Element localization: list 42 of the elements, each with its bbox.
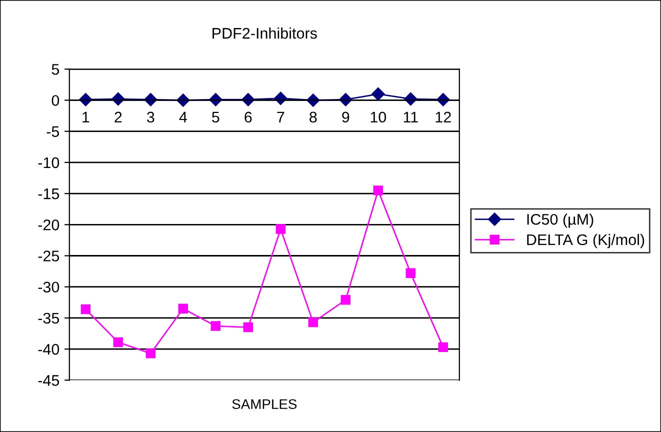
x-tick-label: 7 [277, 112, 284, 122]
y-tick-label: -15 [38, 188, 60, 200]
point [438, 342, 448, 352]
x-tick-label: 3 [146, 112, 154, 123]
x-tick-label: 4 [179, 112, 187, 122]
point [243, 322, 254, 332]
x-tick-label: 1 [82, 112, 90, 122]
x-tick-label: 9 [342, 112, 350, 123]
point [113, 337, 124, 348]
x-tick-label: 6 [244, 112, 252, 123]
y-tick-label: 5 [52, 64, 60, 75]
point [340, 295, 351, 305]
point [112, 92, 125, 106]
x-tick-label: 10 [370, 112, 386, 123]
point [210, 321, 221, 331]
y-tick-label: -35 [38, 312, 60, 324]
point [308, 317, 318, 328]
point [274, 92, 288, 105]
y-tick-label: -25 [38, 250, 60, 262]
y-tick-label: -40 [38, 344, 60, 355]
y-tick-label: -20 [38, 220, 60, 230]
x-axis-title: SAMPLES [232, 399, 297, 410]
y-tick-label: -30 [38, 282, 60, 293]
y-tick-label: -10 [38, 157, 60, 168]
x-tick-label: 2 [114, 112, 122, 122]
x-tick-label: 11 [404, 112, 418, 122]
x-tick-label: 8 [310, 112, 317, 123]
chart-title: PDF2-Inhibitors [212, 27, 317, 39]
legend-label: DELTA G (Kj/mol) [527, 234, 644, 248]
x-tick-label: 12 [436, 112, 451, 122]
x-tick-label: 5 [212, 112, 220, 123]
point [406, 268, 416, 278]
legend-label: IC50 (µM) [527, 214, 594, 228]
y-tick-label: 0 [52, 95, 60, 106]
point [373, 186, 384, 196]
point [276, 224, 286, 234]
y-tick-label: -5 [46, 126, 60, 138]
point [372, 87, 385, 101]
y-tick-label: -45 [38, 375, 60, 386]
point [146, 348, 156, 358]
point [178, 304, 188, 314]
point [80, 304, 91, 314]
